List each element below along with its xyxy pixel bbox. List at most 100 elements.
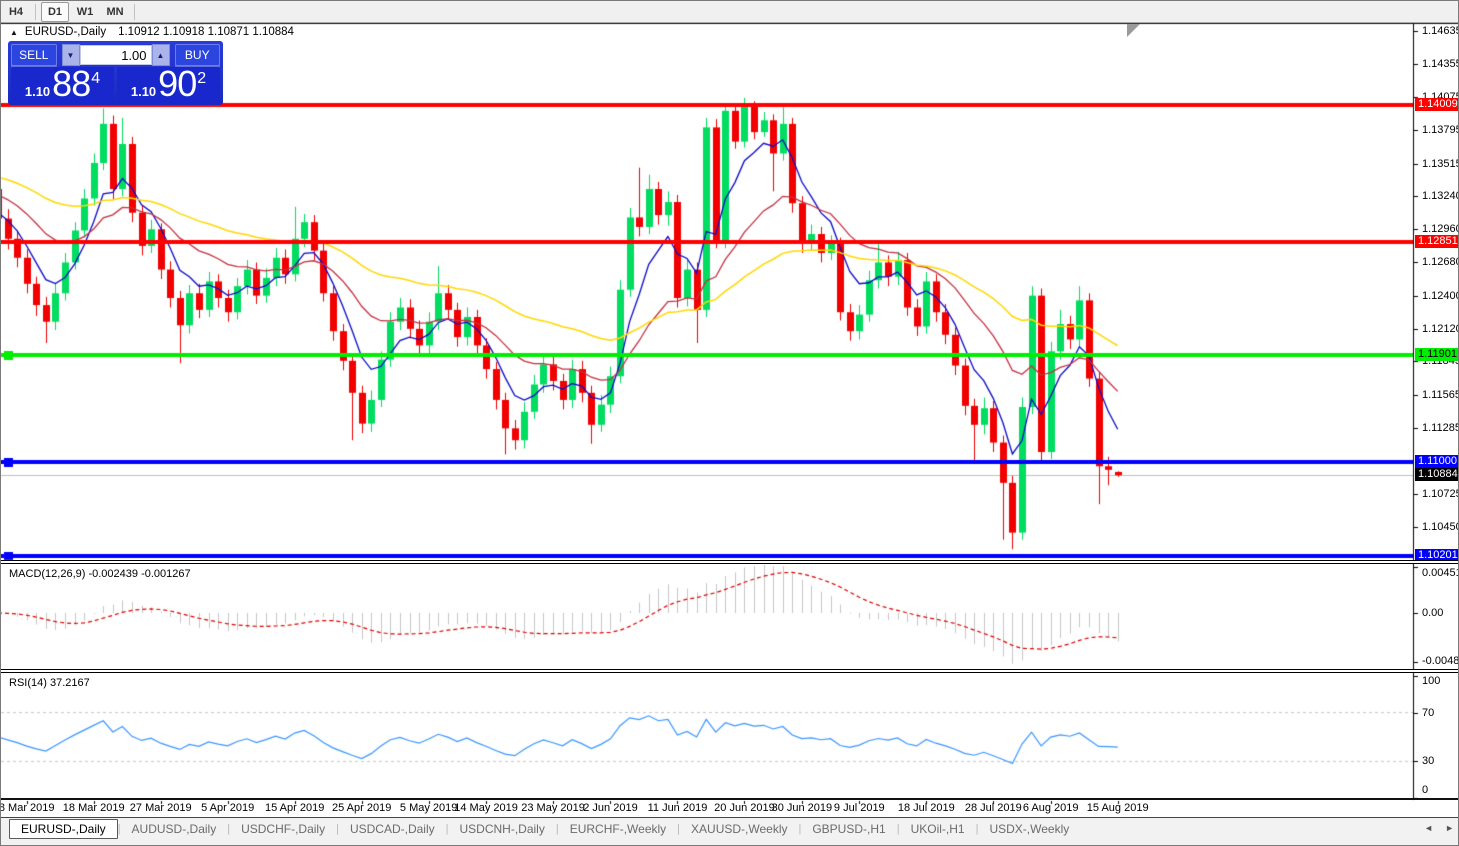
price-axis-tick: 1.13515 [1422, 157, 1459, 170]
sell-price-big: 88 [52, 63, 91, 104]
price-axis-tick: 1.11565 [1422, 388, 1459, 401]
tab-xauusd-weekly[interactable]: XAUUSD-,Weekly [691, 822, 788, 836]
volume-input[interactable] [79, 45, 152, 65]
date-axis-label: 14 May 2019 [454, 802, 518, 814]
chart-symbol-period: EURUSD-,Daily [24, 26, 107, 38]
tab-separator: | [445, 823, 449, 835]
tab-usdx-weekly[interactable]: USDX-,Weekly [989, 822, 1070, 836]
price-axis-tick: 1.12120 [1422, 322, 1459, 335]
volume-increase-button[interactable]: ▲ [151, 44, 170, 66]
sell-price-display[interactable]: 1.10 88 4 [11, 63, 114, 104]
sell-button[interactable]: SELL [11, 44, 57, 66]
tab-separator: | [975, 823, 979, 835]
price-axis-tick: 1.14635 [1422, 24, 1459, 37]
buy-price-big: 90 [158, 63, 197, 104]
date-axis-label: 23 May 2019 [521, 802, 585, 814]
timeframe-toolbar: H4 D1 W1 MN [1, 1, 1458, 23]
tab-usdcad-daily[interactable]: USDCAD-,Daily [349, 822, 435, 836]
tab-eurusd-daily[interactable]: EURUSD-,Daily [9, 819, 118, 839]
macd-axis-tick: 0.00 [1422, 607, 1444, 619]
volume-decrease-button[interactable]: ▼ [61, 44, 80, 66]
date-axis-border [1, 798, 1458, 800]
tab-separator: | [227, 823, 231, 835]
date-axis-label: 5 Apr 2019 [201, 802, 255, 814]
tab-audusd-daily[interactable]: AUDUSD-,Daily [131, 822, 217, 836]
tab-ukoil-h1[interactable]: UKOil-,H1 [910, 822, 965, 836]
tab-gbpusd-h1[interactable]: GBPUSD-,H1 [812, 822, 886, 836]
tab-usdcnh-daily[interactable]: USDCNH-,Daily [459, 822, 545, 836]
pane-separator[interactable] [1, 669, 1458, 673]
price-axis: 1.146351.143551.140751.137951.135151.132… [1414, 1, 1459, 845]
date-axis-label: 2 Jun 2019 [583, 802, 638, 814]
tabs-scroll-right-icon[interactable]: ► [1445, 823, 1454, 833]
rsi-axis-tick: 70 [1422, 706, 1435, 719]
price-axis-tick: 1.10450 [1422, 520, 1459, 533]
buy-price-display[interactable]: 1.10 90 2 [117, 63, 220, 104]
date-axis-label: 11 Jun 2019 [647, 802, 708, 814]
chart-ohlc-values: 1.10912 1.10918 1.10871 1.10884 [118, 26, 294, 38]
date-axis: 8 Mar 2019 18 Mar 2019 27 Mar 2019 5 Apr 20… [1, 802, 1413, 816]
price-axis-tick: 1.13795 [1422, 124, 1459, 137]
tab-separator: | [336, 823, 339, 835]
tab-separator: | [555, 823, 559, 835]
price-axis-tick: 1.12680 [1422, 256, 1459, 269]
timeframe-mn-button[interactable]: MN [106, 5, 124, 18]
price-axis-tick: 1.12400 [1422, 289, 1459, 302]
price-axis-tick: 1.11285 [1422, 421, 1459, 434]
rsi-label: RSI(14) 37.2167 [9, 677, 90, 689]
price-axis-tick: 1.13240 [1422, 190, 1459, 203]
current-price-label: 1.10884 [1415, 468, 1458, 482]
tab-separator: | [117, 823, 121, 835]
toolbar-separator [134, 3, 135, 20]
price-level-label: 1.14009 [1415, 98, 1458, 111]
rsi-axis-tick: 30 [1422, 755, 1435, 768]
macd-axis-tick: 0.004517 [1422, 567, 1458, 579]
tab-usdchf-daily[interactable]: USDCHF-,Daily [241, 822, 326, 836]
price-axis-tick: 1.12960 [1422, 223, 1459, 236]
tab-eurchf-weekly[interactable]: EURCHF-,Weekly [569, 822, 667, 836]
date-axis-label: 5 May 2019 [399, 802, 458, 814]
chart-shift-icon[interactable] [1127, 24, 1140, 37]
date-axis-label: 18 Jul 2019 [897, 802, 955, 814]
date-axis-label: 27 Mar 2019 [129, 802, 192, 814]
date-axis-label: 25 Apr 2019 [331, 802, 392, 814]
price-level-label: 1.11000 [1415, 454, 1458, 468]
timeframe-w1-button[interactable]: W1 [76, 5, 94, 18]
price-level-label: 1.12851 [1415, 235, 1458, 249]
price-level-label: 1.10201 [1415, 549, 1458, 563]
rsi-axis-tick: 0 [1422, 784, 1429, 796]
date-axis-label: 28 Jul 2019 [964, 802, 1022, 814]
timeframe-d1-button[interactable]: D1 [41, 1, 69, 22]
price-level-label: 1.11901 [1415, 347, 1458, 361]
collapse-panel-icon[interactable]: ▲ [10, 27, 18, 37]
macd-label: MACD(12,26,9) -0.002439 -0.001267 [9, 568, 191, 580]
date-axis-label: 15 Aug 2019 [1086, 802, 1149, 814]
tabs-scroll-left-icon[interactable]: ◄ [1424, 823, 1434, 833]
trade-panel: SELL ▼ ▲ BUY 1.10 88 4 1.10 90 2 [8, 41, 223, 105]
date-axis-label: 6 Aug 2019 [1022, 802, 1079, 814]
date-axis-label: 15 Apr 2019 [264, 802, 325, 814]
macd-axis-tick: -0.004806 [1422, 655, 1459, 667]
tab-separator: | [896, 823, 900, 835]
buy-button[interactable]: BUY [174, 44, 220, 66]
buy-price-prefix: 1.10 [130, 84, 157, 99]
price-axis-tick: 1.14355 [1422, 58, 1459, 70]
toolbar-separator [35, 3, 36, 20]
timeframe-h4-button[interactable]: H4 [8, 5, 24, 18]
chart-title: ▲ EURUSD-,Daily 1.10912 1.10918 1.10871 … [10, 26, 294, 38]
rsi-axis-tick: 100 [1422, 675, 1441, 687]
date-axis-label: 8 Mar 2019 [0, 802, 55, 814]
chart-tab-bar: EURUSD-,Daily | AUDUSD-,Daily | USDCHF-,Dail… [1, 817, 1458, 845]
sell-price-prefix: 1.10 [24, 84, 51, 99]
date-axis-label: 20 Jun 2019 [714, 802, 775, 814]
tab-separator: | [798, 823, 802, 835]
pane-separator[interactable] [1, 560, 1458, 564]
buy-price-pip: 2 [197, 70, 207, 87]
price-axis-tick: 1.10725 [1422, 488, 1459, 501]
date-axis-label: 30 Jun 2019 [771, 802, 833, 814]
sell-price-pip: 4 [91, 70, 101, 87]
date-axis-label: 18 Mar 2019 [62, 802, 125, 814]
date-axis-label: 9 Jul 2019 [833, 802, 885, 814]
